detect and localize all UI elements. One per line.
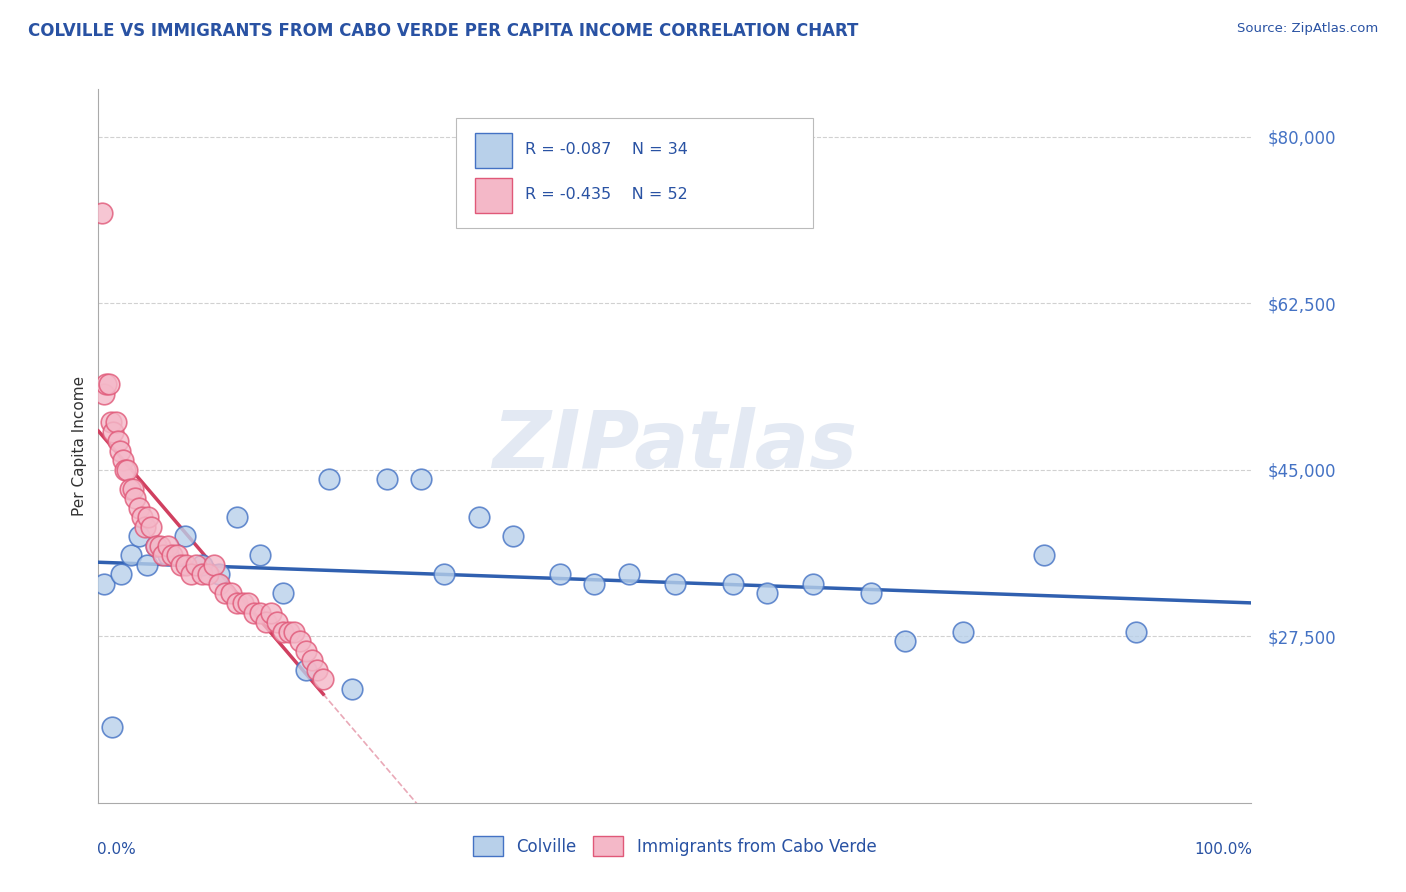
Text: COLVILLE VS IMMIGRANTS FROM CABO VERDE PER CAPITA INCOME CORRELATION CHART: COLVILLE VS IMMIGRANTS FROM CABO VERDE P…: [28, 22, 859, 40]
Text: R = -0.087    N = 34: R = -0.087 N = 34: [524, 143, 688, 157]
Point: [340, 681, 363, 696]
Point: [145, 539, 167, 553]
Point: [170, 558, 193, 572]
Point: [433, 567, 456, 582]
Point: [375, 472, 398, 486]
Text: R = -0.435    N = 52: R = -0.435 N = 52: [524, 187, 688, 202]
Point: [271, 624, 294, 639]
Point: [120, 549, 142, 563]
Point: [148, 539, 170, 553]
Text: 0.0%: 0.0%: [97, 842, 136, 857]
Point: [1125, 624, 1147, 639]
Point: [318, 472, 340, 486]
Point: [93, 386, 115, 401]
Point: [225, 510, 247, 524]
Point: [97, 377, 120, 392]
Legend: Colville, Immigrants from Cabo Verde: Colville, Immigrants from Cabo Verde: [467, 830, 883, 863]
Point: [283, 624, 305, 639]
Point: [100, 415, 122, 429]
Point: [191, 558, 214, 572]
FancyBboxPatch shape: [456, 118, 813, 228]
Point: [548, 567, 571, 582]
Point: [128, 529, 150, 543]
Point: [96, 377, 118, 392]
Point: [110, 567, 132, 582]
Point: [208, 577, 231, 591]
Point: [271, 586, 294, 600]
Point: [249, 606, 271, 620]
Point: [156, 539, 179, 553]
Point: [122, 482, 145, 496]
Point: [90, 206, 112, 220]
Point: [243, 606, 266, 620]
Point: [301, 653, 323, 667]
Point: [295, 663, 318, 677]
Point: [111, 453, 134, 467]
Point: [583, 577, 606, 591]
Point: [260, 606, 283, 620]
Point: [208, 567, 231, 582]
Point: [277, 624, 299, 639]
FancyBboxPatch shape: [475, 134, 512, 168]
Point: [617, 567, 640, 582]
Point: [124, 491, 146, 506]
Text: 100.0%: 100.0%: [1195, 842, 1253, 857]
Point: [101, 720, 124, 734]
Point: [128, 500, 150, 515]
Point: [254, 615, 277, 629]
Point: [174, 558, 197, 572]
Point: [131, 510, 153, 524]
Point: [859, 586, 882, 600]
Point: [894, 634, 917, 648]
Point: [307, 663, 329, 677]
Y-axis label: Per Capita Income: Per Capita Income: [72, 376, 87, 516]
Point: [118, 482, 141, 496]
Point: [135, 558, 157, 572]
Point: [104, 415, 127, 429]
Point: [1032, 549, 1054, 563]
Point: [249, 549, 271, 563]
Point: [136, 510, 159, 524]
Text: ZIPatlas: ZIPatlas: [492, 407, 858, 485]
Point: [468, 510, 491, 524]
Point: [117, 463, 139, 477]
Point: [295, 643, 318, 657]
Point: [152, 549, 174, 563]
Point: [197, 567, 219, 582]
Point: [160, 549, 183, 563]
Point: [266, 615, 288, 629]
Point: [103, 425, 125, 439]
Point: [721, 577, 744, 591]
Point: [502, 529, 524, 543]
Point: [231, 596, 254, 610]
Point: [801, 577, 824, 591]
Point: [756, 586, 779, 600]
Point: [166, 549, 188, 563]
Point: [202, 558, 225, 572]
Point: [180, 567, 202, 582]
FancyBboxPatch shape: [475, 178, 512, 212]
Point: [186, 558, 208, 572]
Point: [952, 624, 974, 639]
Point: [110, 443, 132, 458]
Point: [225, 596, 247, 610]
Point: [145, 539, 167, 553]
Point: [238, 596, 260, 610]
Point: [141, 520, 163, 534]
Text: Source: ZipAtlas.com: Source: ZipAtlas.com: [1237, 22, 1378, 36]
Point: [219, 586, 242, 600]
Point: [93, 577, 115, 591]
Point: [134, 520, 156, 534]
Point: [107, 434, 129, 449]
Point: [156, 549, 179, 563]
Point: [290, 634, 312, 648]
Point: [191, 567, 214, 582]
Point: [174, 529, 197, 543]
Point: [214, 586, 236, 600]
Point: [411, 472, 433, 486]
Point: [664, 577, 686, 591]
Point: [312, 672, 335, 686]
Point: [114, 463, 136, 477]
